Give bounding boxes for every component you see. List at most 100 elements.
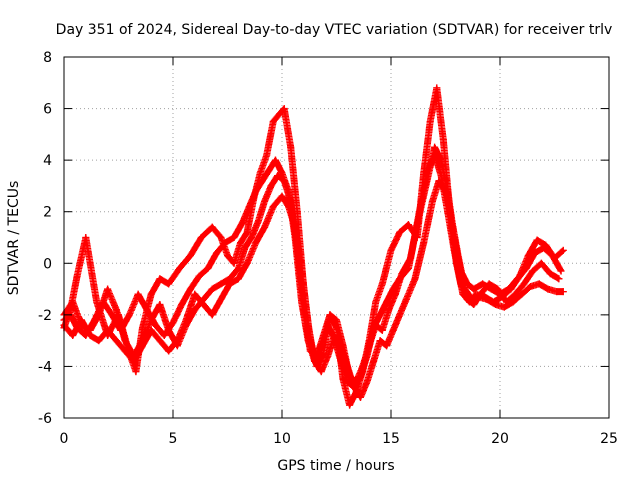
data-point — [182, 316, 190, 324]
data-point — [485, 280, 493, 288]
data-point — [271, 156, 279, 164]
x-tick-label: 15 — [382, 431, 400, 447]
data-point — [448, 218, 456, 226]
data-point — [112, 337, 120, 345]
data-point — [143, 306, 151, 314]
data-point — [95, 337, 103, 345]
data-point — [254, 218, 262, 226]
data-point — [165, 326, 173, 334]
data-point — [147, 326, 155, 334]
plot-frame — [63, 56, 610, 419]
data-point — [252, 187, 260, 195]
data-point — [195, 272, 203, 280]
data-point — [208, 223, 216, 231]
data-point — [224, 252, 231, 260]
data-point — [252, 239, 260, 247]
data-point — [500, 303, 508, 311]
data-point — [544, 285, 552, 293]
data-point — [186, 252, 194, 260]
data-point — [378, 280, 386, 288]
data-point — [230, 259, 238, 267]
data-point — [217, 234, 225, 241]
y-tick-label: 0 — [43, 256, 52, 272]
y-tick-label: 4 — [43, 153, 52, 169]
data-point — [191, 290, 199, 298]
data-point — [557, 267, 565, 275]
data-point — [274, 172, 282, 180]
data-point — [404, 221, 412, 229]
data-point — [470, 285, 478, 293]
data-point — [108, 311, 116, 319]
data-point — [267, 182, 275, 190]
data-point — [121, 347, 129, 355]
data-point — [356, 393, 364, 401]
data-point — [317, 368, 325, 376]
data-point — [535, 280, 543, 288]
data-point — [389, 326, 397, 334]
data-point — [134, 290, 142, 298]
data-point — [245, 203, 253, 211]
data-point — [160, 331, 168, 339]
data-point — [527, 282, 535, 290]
data-point — [513, 275, 521, 283]
data-point — [261, 223, 269, 231]
data-point — [337, 342, 345, 350]
x-tick-label: 0 — [60, 431, 69, 447]
data-point — [437, 172, 445, 180]
data-point — [402, 295, 410, 303]
data-point — [226, 280, 234, 288]
data-point — [208, 285, 216, 293]
data-point — [431, 143, 439, 151]
data-point — [291, 223, 299, 231]
data-point — [372, 321, 380, 329]
data-point — [258, 177, 266, 185]
y-tick-label: -6 — [38, 411, 52, 427]
data-point — [468, 295, 476, 303]
data-point — [121, 337, 129, 345]
y-tick-label: 6 — [43, 102, 52, 118]
data-point — [531, 249, 539, 257]
data-point — [437, 156, 445, 164]
data-point — [132, 368, 140, 376]
data-point — [237, 239, 245, 247]
data-point — [200, 301, 208, 309]
data-point — [104, 326, 112, 334]
data-point — [509, 298, 517, 306]
data-point — [234, 275, 242, 283]
data-point — [424, 166, 432, 174]
data-point — [378, 326, 386, 334]
data-point — [269, 203, 277, 211]
data-point — [298, 264, 306, 272]
x-tick-label: 5 — [169, 431, 178, 447]
data-point — [396, 311, 404, 319]
data-point — [152, 321, 160, 329]
data-point — [546, 270, 554, 278]
data-point — [391, 290, 399, 298]
data-point — [265, 166, 273, 174]
data-point — [243, 259, 251, 267]
data-point — [186, 285, 194, 293]
data-point — [365, 342, 373, 350]
data-point — [165, 280, 173, 288]
data-point — [147, 290, 155, 298]
data-point — [221, 239, 229, 247]
data-point — [492, 301, 500, 309]
series-trace-4 — [60, 177, 567, 401]
data-point — [385, 306, 393, 314]
data-point — [431, 151, 439, 159]
data-point — [330, 331, 338, 339]
data-point — [383, 298, 391, 306]
data-point — [439, 136, 447, 144]
data-point — [474, 293, 482, 301]
y-axis-label: SDTVAR / TECUs — [6, 181, 22, 296]
data-point — [204, 264, 212, 272]
x-axis-label: GPS time / hours — [277, 458, 394, 474]
data-point — [435, 177, 443, 185]
data-point — [529, 267, 537, 275]
data-point — [169, 319, 177, 327]
data-point — [383, 342, 391, 350]
data-point — [269, 117, 277, 125]
data-point — [261, 197, 269, 205]
data-point — [494, 285, 502, 293]
data-point — [520, 280, 528, 288]
